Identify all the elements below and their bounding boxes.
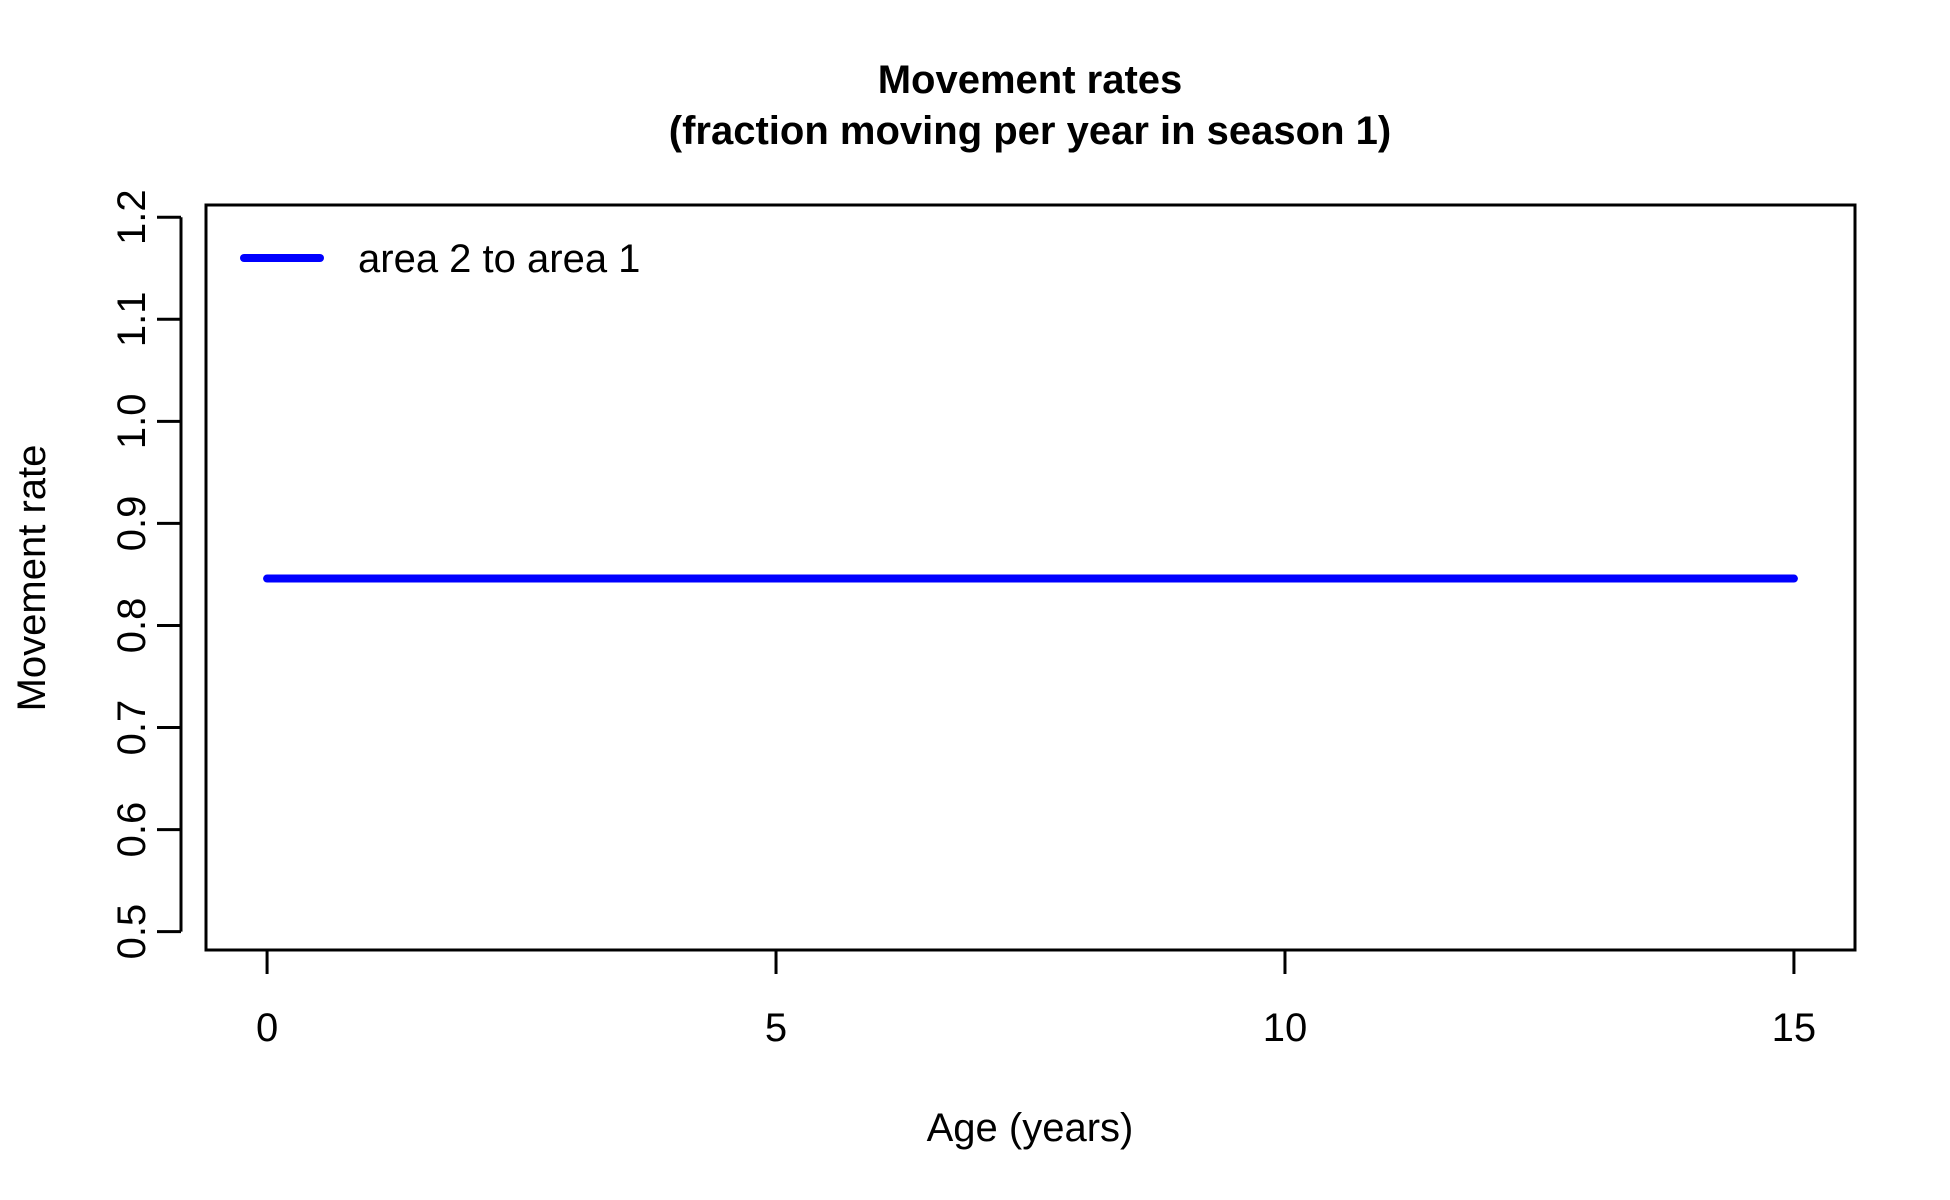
legend-label: area 2 to area 1 bbox=[358, 237, 640, 281]
y-axis-title: Movement rate bbox=[10, 445, 54, 712]
x-tick-label: 15 bbox=[1772, 1006, 1817, 1050]
chart-subtitle: (fraction moving per year in season 1) bbox=[669, 109, 1391, 153]
y-tick-label: 1.0 bbox=[110, 394, 154, 450]
x-tick-label: 10 bbox=[1263, 1006, 1308, 1050]
y-tick-label: 1.1 bbox=[110, 291, 154, 347]
y-tick-label: 0.5 bbox=[110, 904, 154, 960]
y-tick-label: 0.9 bbox=[110, 496, 154, 552]
x-axis: 0 5 10 15 bbox=[256, 948, 1817, 1050]
y-tick-label: 0.8 bbox=[110, 598, 154, 654]
x-tick-label: 5 bbox=[765, 1006, 787, 1050]
chart-title: Movement rates bbox=[878, 58, 1183, 102]
x-axis-title: Age (years) bbox=[927, 1106, 1134, 1150]
x-tick-label: 0 bbox=[256, 1006, 278, 1050]
legend: area 2 to area 1 bbox=[240, 237, 640, 281]
y-axis: 0.5 0.6 0.7 0.8 0.9 1.0 1.1 1.2 bbox=[110, 189, 183, 960]
y-tick-label: 0.6 bbox=[110, 802, 154, 858]
y-tick-label: 1.2 bbox=[110, 189, 154, 245]
y-tick-label: 0.7 bbox=[110, 700, 154, 756]
